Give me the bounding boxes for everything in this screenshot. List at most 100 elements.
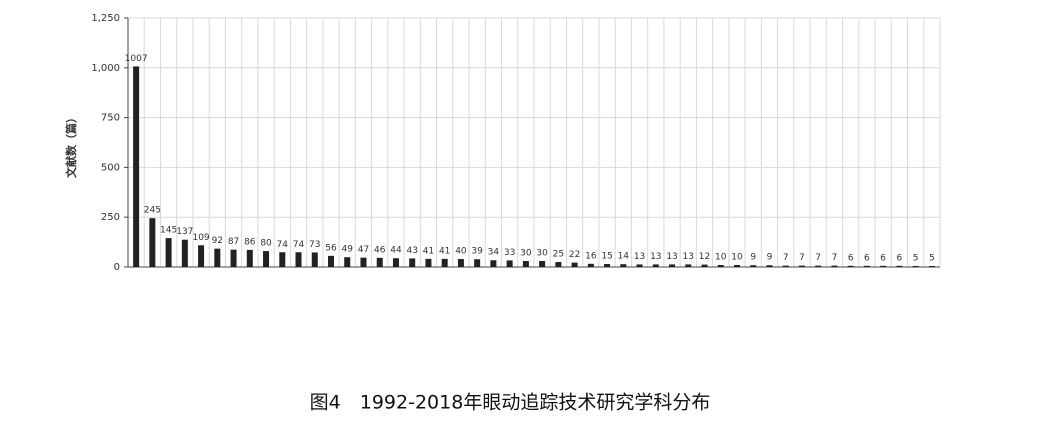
value-label: 1007 xyxy=(125,54,148,64)
value-label: 7 xyxy=(832,253,838,263)
bar xyxy=(181,239,188,267)
value-label: 12 xyxy=(699,252,710,262)
bar xyxy=(295,252,302,267)
value-label: 7 xyxy=(799,253,805,263)
chart-background xyxy=(65,0,950,385)
value-label: 92 xyxy=(212,236,223,246)
value-label: 13 xyxy=(683,252,694,262)
bar xyxy=(311,252,318,267)
value-label: 109 xyxy=(192,233,209,243)
value-label: 145 xyxy=(160,226,177,236)
bar xyxy=(571,262,578,267)
value-label: 15 xyxy=(601,252,612,262)
bar xyxy=(165,238,172,267)
value-label: 47 xyxy=(358,245,369,255)
value-label: 137 xyxy=(176,227,193,237)
bar xyxy=(474,259,481,267)
bar xyxy=(815,265,822,267)
y-tick-label: 250 xyxy=(101,212,120,223)
bar xyxy=(198,245,205,267)
bar xyxy=(539,261,546,267)
y-tick-label: 750 xyxy=(101,113,120,124)
value-label: 49 xyxy=(342,245,354,255)
bar xyxy=(831,265,838,267)
bar xyxy=(506,260,513,267)
value-label: 46 xyxy=(374,245,386,255)
bar xyxy=(604,264,611,267)
value-label: 86 xyxy=(244,237,256,247)
bar xyxy=(263,251,270,267)
bar xyxy=(490,260,497,267)
value-label: 6 xyxy=(848,253,854,263)
bar xyxy=(522,261,529,267)
bar xyxy=(376,257,383,267)
bar xyxy=(555,262,562,267)
bar xyxy=(441,258,448,267)
bar xyxy=(863,265,870,267)
bar xyxy=(912,266,919,267)
bar xyxy=(133,66,140,267)
bar xyxy=(701,264,708,267)
value-label: 5 xyxy=(929,254,935,264)
value-label: 39 xyxy=(471,247,483,257)
value-label: 9 xyxy=(767,253,773,263)
value-label: 5 xyxy=(913,254,919,264)
bar xyxy=(766,265,773,267)
bar xyxy=(425,258,432,267)
bar xyxy=(717,265,724,267)
value-label: 16 xyxy=(585,251,597,261)
value-label: 74 xyxy=(293,240,305,250)
value-label: 10 xyxy=(715,253,727,263)
value-label: 30 xyxy=(520,249,532,259)
bar xyxy=(360,257,367,267)
bar xyxy=(880,265,887,267)
bar xyxy=(620,264,627,267)
caption: 图4 1992-2018年眼动追踪技术研究学科分布 xyxy=(310,392,711,414)
value-label: 40 xyxy=(455,247,467,257)
bar xyxy=(587,263,594,267)
value-label: 7 xyxy=(783,253,789,263)
bar xyxy=(149,218,156,267)
value-label: 6 xyxy=(880,253,886,263)
bar xyxy=(782,265,789,267)
value-label: 9 xyxy=(750,253,756,263)
value-label: 44 xyxy=(390,246,402,256)
bar xyxy=(344,257,351,267)
value-label: 43 xyxy=(406,246,417,256)
value-label: 13 xyxy=(666,252,677,262)
y-tick-label: 0 xyxy=(114,262,120,273)
value-label: 73 xyxy=(309,240,320,250)
y-tick-label: 1,250 xyxy=(91,13,120,24)
bar xyxy=(750,265,757,267)
bar xyxy=(279,252,286,267)
value-label: 22 xyxy=(569,250,580,260)
value-label: 30 xyxy=(536,249,548,259)
value-label: 56 xyxy=(325,243,337,253)
value-label: 33 xyxy=(504,248,515,258)
bar xyxy=(669,264,676,267)
value-label: 245 xyxy=(144,206,161,216)
value-label: 34 xyxy=(488,248,500,258)
bar xyxy=(798,265,805,267)
value-label: 6 xyxy=(864,253,870,263)
value-label: 80 xyxy=(260,239,272,249)
bar xyxy=(928,266,935,267)
value-label: 87 xyxy=(228,237,239,247)
bar xyxy=(896,265,903,267)
value-label: 13 xyxy=(634,252,645,262)
bar xyxy=(636,264,643,267)
bar xyxy=(392,258,399,267)
value-label: 25 xyxy=(553,250,564,260)
value-label: 7 xyxy=(815,253,821,263)
value-label: 13 xyxy=(650,252,661,262)
bar xyxy=(230,249,237,267)
y-tick-label: 500 xyxy=(101,162,120,173)
bar xyxy=(409,258,416,267)
value-label: 6 xyxy=(897,253,903,263)
y-tick-label: 1,000 xyxy=(91,63,120,74)
bar xyxy=(652,264,659,267)
value-label: 41 xyxy=(423,246,434,256)
bar xyxy=(685,264,692,267)
value-label: 74 xyxy=(277,240,289,250)
